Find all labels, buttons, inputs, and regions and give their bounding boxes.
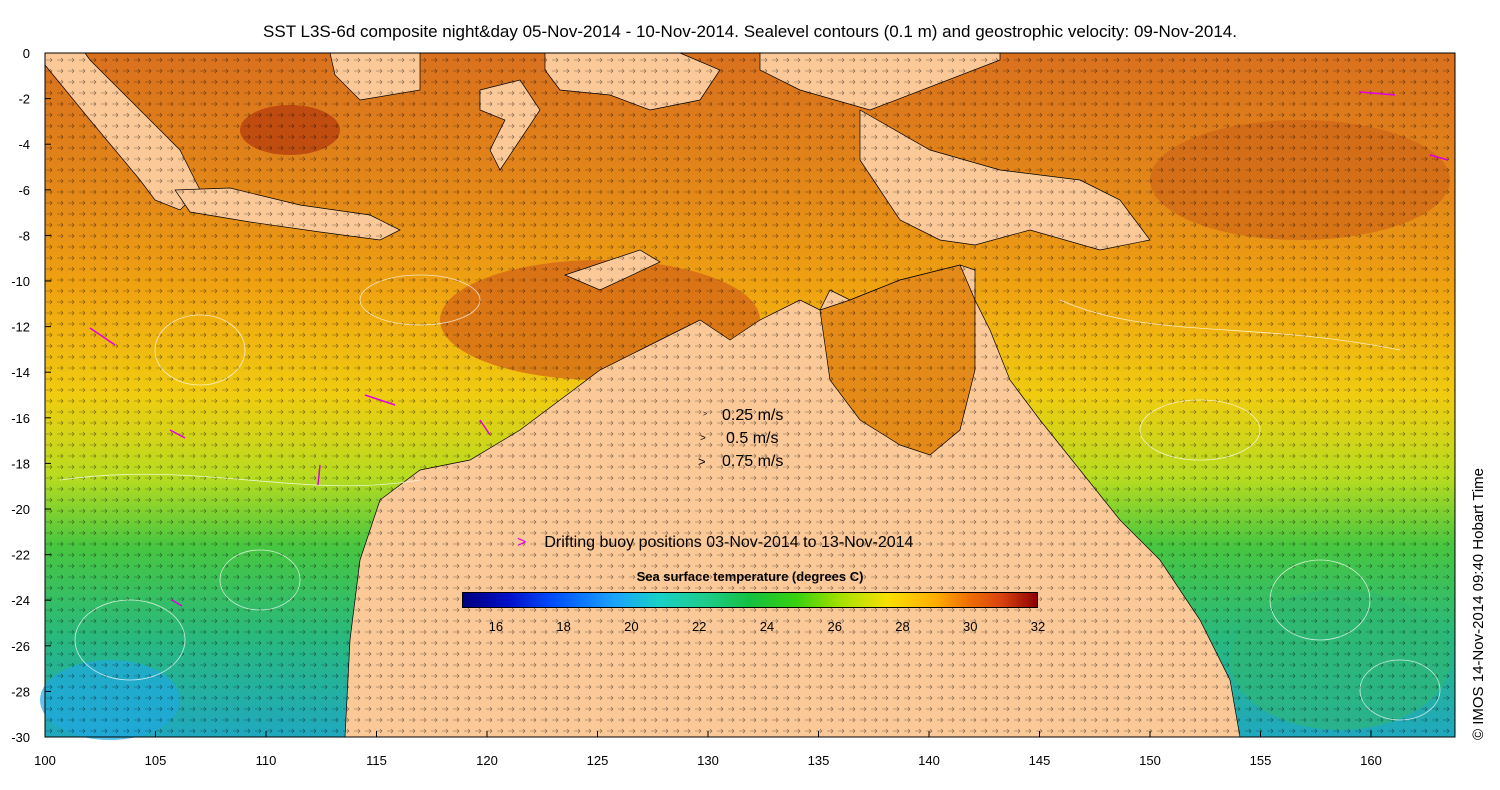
y-tick-label: -12 — [11, 320, 30, 335]
y-tick-label: -26 — [11, 639, 30, 654]
colorbar-tick-label: 18 — [556, 619, 571, 634]
buoy-legend-label: Drifting buoy positions 03-Nov-2014 to 1… — [544, 534, 914, 551]
y-tick-label: -2 — [18, 92, 30, 107]
sealevel-contours — [59, 274, 1441, 721]
colorbar-tick-label: 16 — [488, 619, 504, 634]
y-tick-label: -20 — [11, 502, 30, 517]
colorbar-tick-label: 24 — [759, 619, 775, 634]
y-tick-label: -16 — [11, 411, 30, 426]
y-axis: 0 -2 -4 -6 -8 -10 -12 -14 -16 -18 -20 -22 -24 -26 -28 -… — [11, 46, 51, 745]
colorbar-tick-label: 20 — [624, 619, 639, 634]
x-tick-label: 125 — [587, 753, 609, 768]
x-tick-label: 150 — [1139, 753, 1161, 768]
velocity-arrow-icon: > — [698, 454, 706, 469]
x-tick-label: 135 — [808, 753, 830, 768]
y-tick-label: -14 — [11, 365, 30, 380]
colorbar-tick-label: 28 — [895, 619, 910, 634]
velocity-legend-025: 0.25 m/s — [722, 407, 784, 424]
y-tick-label: -24 — [11, 593, 30, 608]
buoy-arrow-icon: > — [517, 534, 527, 551]
velocity-legend-05: 0.5 m/s — [726, 430, 779, 447]
colorbar — [462, 592, 1038, 608]
y-tick-label: -6 — [18, 183, 30, 198]
buoy-legend: > Drifting buoy positions 03-Nov-2014 to … — [517, 534, 913, 552]
credit-text: © IMOS 14-Nov-2014 09:40 Hobart Time — [1470, 467, 1487, 740]
x-tick-label: 130 — [697, 753, 719, 768]
buoy-tracks — [89, 91, 1449, 607]
y-tick-label: -22 — [11, 548, 30, 563]
velocity-arrow-icon: > — [700, 433, 706, 444]
x-tick-label: 120 — [476, 753, 498, 768]
y-tick-label: 0 — [23, 46, 30, 61]
colorbar-tick-label: 26 — [827, 619, 842, 634]
velocity-arrow-icon: > — [703, 411, 708, 418]
colorbar-title: Sea surface temperature (degrees C) — [636, 569, 864, 584]
x-tick-label: 155 — [1250, 753, 1272, 768]
y-tick-label: -28 — [11, 684, 30, 699]
velocity-legend-075: 0.75 m/s — [722, 453, 784, 470]
x-tick-label: 140 — [918, 753, 940, 768]
x-tick-label: 110 — [256, 753, 277, 768]
x-tick-label: 160 — [1360, 753, 1382, 768]
colorbar-tick-label: 32 — [1030, 619, 1046, 634]
colorbar-tick-label: 30 — [963, 619, 978, 634]
map-title: SST L3S-6d composite night&day 05-Nov-20… — [263, 22, 1237, 41]
y-tick-label: -18 — [11, 456, 30, 471]
plot-frame — [44, 52, 1456, 738]
x-tick-label: 145 — [1029, 753, 1051, 768]
y-tick-label: -4 — [18, 137, 30, 152]
y-tick-label: -8 — [18, 228, 30, 243]
velocity-field — [45, 53, 1455, 737]
x-tick-label: 105 — [145, 753, 167, 768]
x-tick-label: 115 — [366, 753, 387, 768]
y-tick-label: -10 — [11, 274, 30, 289]
colorbar-tick-label: 22 — [691, 619, 707, 634]
x-axis: 100 105 110 115 120 125 130 135 140 145 150 155 160 — [34, 731, 1382, 768]
x-tick-label: 100 — [34, 753, 56, 768]
y-tick-label: -30 — [11, 730, 30, 745]
